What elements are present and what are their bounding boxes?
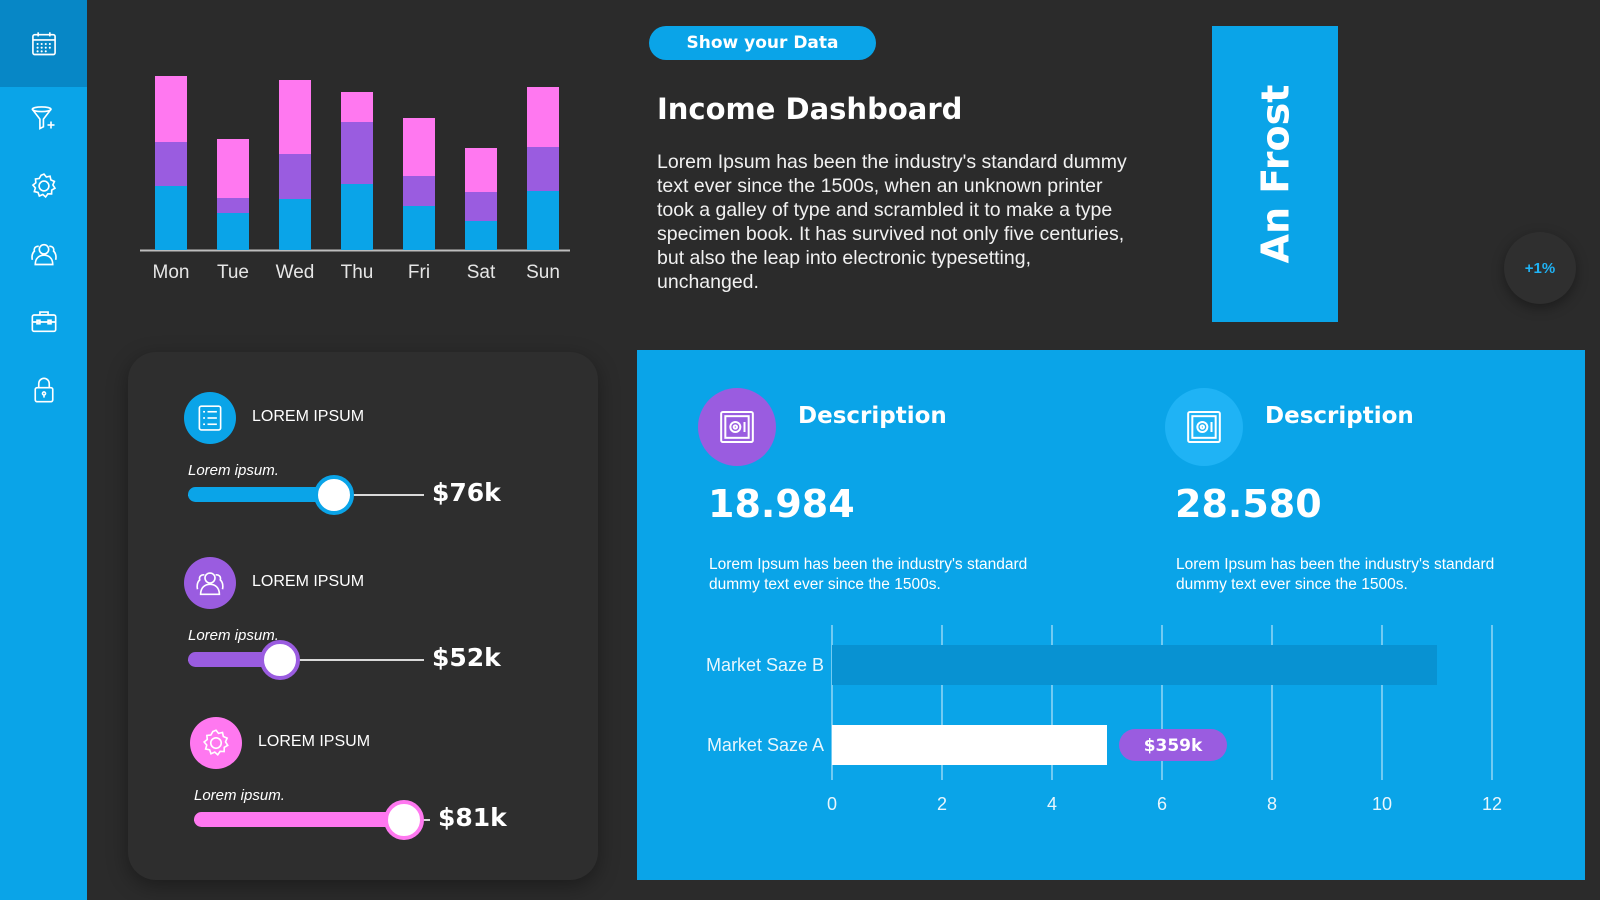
bar-segment (217, 198, 249, 213)
row-value: $52k (432, 643, 501, 672)
x-tick-label: 2 (937, 794, 947, 814)
row-value: $76k (432, 478, 501, 507)
row-label: LOREM IPSUM (258, 733, 371, 750)
bar-segment (403, 206, 435, 250)
slider-knob[interactable] (314, 475, 355, 515)
slider-fill (188, 652, 281, 667)
slider-track[interactable] (188, 659, 424, 661)
row-label: LOREM IPSUM (252, 573, 365, 590)
desc-title: Description (1265, 403, 1414, 429)
gear-icon (202, 729, 229, 756)
intro-text: Lorem Ipsum has been the industry's stan… (657, 151, 1127, 293)
bar-segment (465, 192, 497, 221)
slider-knob[interactable] (260, 640, 301, 680)
desc-icon-badge (698, 388, 776, 466)
bar-segment (527, 147, 559, 191)
slider-row: LOREM IPSUM Lorem ipsum. $76k (128, 392, 598, 532)
x-tick-label: 12 (1482, 794, 1502, 814)
row-icon-badge (184, 392, 236, 444)
calendar-icon (31, 31, 56, 55)
market-size-bar-chart: 0 2 4 6 8 10 12 Market Saze B Market Saze A $359k (706, 625, 1502, 814)
row-icon-badge (190, 717, 242, 769)
bar-segment (341, 92, 373, 122)
name-banner: An Frost (1212, 26, 1338, 322)
bar-segment (279, 80, 311, 154)
row-icon-badge (184, 557, 236, 609)
users-icon (30, 243, 57, 266)
bar-segment (527, 191, 559, 250)
y-category-label: Market Saze B (706, 655, 824, 675)
weekly-stacked-bar-chart: Mon Tue Wed Thu Fri Sat Sun (140, 76, 570, 283)
x-tick-label: Fri (408, 262, 430, 283)
desc-number: 28.580 (1175, 482, 1322, 526)
slider-row: LOREM IPSUM Lorem ipsum. $81k (128, 717, 598, 857)
row-value: $81k (438, 803, 507, 832)
lock-icon (33, 377, 54, 403)
x-tick-label: 6 (1157, 794, 1167, 814)
value-label-badge (1119, 729, 1227, 761)
desc-title: Description (798, 403, 947, 429)
funnel-plus-icon (31, 106, 54, 130)
slider-fill (194, 812, 405, 827)
bar-segment (217, 213, 249, 250)
x-tick-label: 4 (1047, 794, 1057, 814)
sidebar-item-briefcase[interactable] (0, 288, 87, 356)
bar-segment (279, 199, 311, 250)
bar-segment (465, 221, 497, 250)
row-label: LOREM IPSUM (252, 408, 365, 425)
row-sublabel: Lorem ipsum. (188, 627, 279, 644)
user-name: An Frost (1253, 84, 1298, 264)
sidebar-item-lock[interactable] (0, 356, 87, 424)
x-tick-label: Thu (341, 262, 374, 283)
x-tick-label: 0 (827, 794, 837, 814)
bar-segment (403, 118, 435, 176)
slider-fill (188, 487, 335, 502)
bar-segment (279, 154, 311, 199)
page-title: Income Dashboard (657, 92, 963, 126)
slider-knob[interactable] (384, 800, 425, 840)
row-sublabel: Lorem ipsum. (194, 787, 285, 804)
desc-text: Lorem Ipsum has been the industry's stan… (709, 556, 1028, 593)
sidebar-item-users[interactable] (0, 220, 87, 288)
x-tick-label: Mon (153, 262, 190, 283)
x-tick-label: Tue (217, 262, 249, 283)
x-tick-label: 10 (1372, 794, 1392, 814)
gear-icon (31, 173, 56, 199)
stats-panel: Description 18.984 Lorem Ipsum has been … (637, 350, 1585, 880)
hbar (832, 645, 1437, 685)
bar-segment (155, 142, 187, 186)
bar-segment (403, 176, 435, 206)
x-tick-label: Sun (526, 262, 560, 283)
slider-row: LOREM IPSUM Lorem ipsum. $52k (128, 557, 598, 697)
list-icon (198, 405, 222, 431)
bar-segment (527, 87, 559, 147)
sidebar-item-filter[interactable] (0, 84, 87, 152)
x-tick-label: Wed (276, 262, 315, 283)
bar-segment (341, 184, 373, 250)
sidebar (0, 0, 87, 900)
sliders-card: LOREM IPSUM Lorem ipsum. $76k LOREM IPSU… (128, 352, 598, 880)
row-sublabel: Lorem ipsum. (188, 462, 279, 479)
x-tick-label: Sat (467, 262, 496, 283)
safe-icon (1187, 411, 1221, 443)
value-label: $359k (1144, 736, 1203, 756)
bar-segment (465, 148, 497, 192)
desc-number: 18.984 (708, 482, 855, 526)
desc-text: Lorem Ipsum has been the industry's stan… (1176, 556, 1495, 593)
safe-icon (720, 411, 754, 443)
bar-segment (155, 186, 187, 250)
percent-badge: +1% (1504, 232, 1576, 304)
show-data-button[interactable]: Show your Data (649, 26, 876, 60)
bar-segment (217, 139, 249, 198)
sidebar-item-calendar[interactable] (0, 0, 87, 87)
desc-icon-badge (1165, 388, 1243, 466)
x-tick-label: 8 (1267, 794, 1277, 814)
briefcase-icon (31, 311, 56, 333)
y-category-label: Market Saze A (707, 735, 824, 755)
sidebar-item-settings[interactable] (0, 152, 87, 220)
bar-segment (341, 122, 373, 184)
users-icon (196, 572, 224, 596)
hbar (832, 725, 1107, 765)
bar-segment (155, 76, 187, 142)
